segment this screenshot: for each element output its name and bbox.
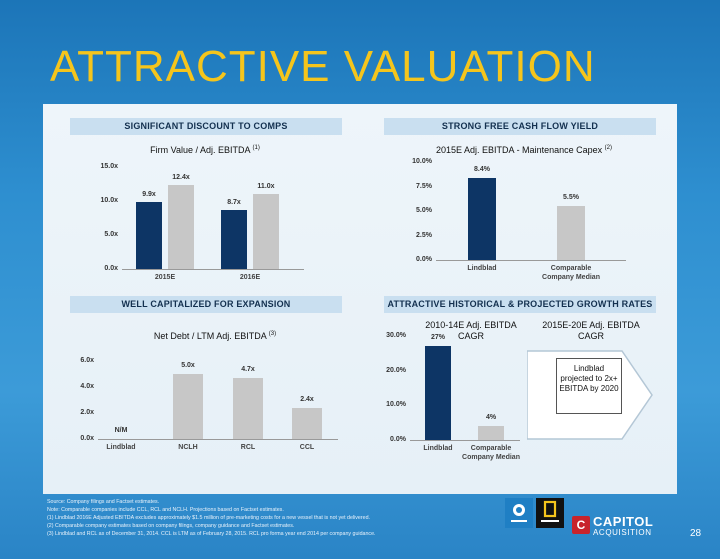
data-label: N/M [114,427,128,434]
data-label: 12.4x [172,173,190,181]
y-tick-label: 30.0% [386,332,406,339]
data-label: 11.0x [257,183,275,191]
y-tick-label: 20.0% [386,366,406,374]
bar [136,201,162,269]
footnote-1: (1) Lindblad 2016E Adjusted EBITDA exclu… [47,515,370,521]
chart1-title-text: Firm Value / Adj. EBITDA [150,145,250,155]
lindblad-logo-icon [511,504,527,522]
chart3-title-text: Net Debt / LTM Adj. EBITDA [153,331,267,341]
x-axis-line [122,269,304,270]
data-label: 2.4x [300,395,314,403]
y-tick-label: 2.0x [80,409,94,416]
nat-geo-frame-icon [541,500,559,522]
bar [173,374,203,439]
x-axis-line [98,439,338,440]
y-tick-label: 0.0% [390,436,406,443]
bar [253,194,279,269]
y-tick-label: 7.5% [416,182,432,190]
y-tick-label: 5.0% [416,207,432,214]
callout-box: Lindblad projected to 2x+ EBITDA by 2020 [556,358,622,414]
capitol-logo-line1: CAPITOL [593,514,654,529]
data-label: 4% [485,414,497,422]
y-tick-label: 0.0x [104,265,118,272]
y-tick-label: 0.0% [416,256,432,263]
y-tick-label: 4.0x [80,383,94,390]
y-tick-label: 5.0x [104,231,118,238]
section-header-growth: ATTRACTIVE HISTORICAL & PROJECTED GROWTH… [384,296,656,313]
data-label: 8.4% [474,165,490,173]
x-tick-label: Lindblad [106,444,136,451]
data-label: 5.0x [181,362,195,369]
section-header-discount: SIGNIFICANT DISCOUNT TO COMPS [70,118,342,135]
data-label: 27% [430,334,445,342]
footnote-source: Source: Company filings and Factset esti… [47,499,160,505]
page-number: 28 [690,528,702,539]
national-geographic-logo [536,498,564,528]
capitol-mark-icon: C [572,516,590,534]
section-header-capitalized: WELL CAPITALIZED FOR EXPANSION [70,296,342,313]
bar [168,184,194,269]
data-label: 4.7x [241,365,255,373]
callout-title: 2015E-20E Adj. EBITDA CAGR [542,320,640,341]
y-tick-label: 10.0% [386,401,406,409]
y-tick-label: 10.0x [100,197,118,204]
bar [468,177,496,260]
chart3-title: Net Debt / LTM Adj. EBITDA (3) [110,331,320,341]
x-tick-label: CCL [299,444,315,451]
x-tick-label: Comparable Company Median [542,265,600,281]
bar [557,206,585,260]
bar [233,377,263,439]
x-tick-label: Lindblad [467,265,497,272]
footnote-3: (3) Lindblad and RCL as of December 31, … [47,531,376,537]
data-label: 8.7x [227,198,241,206]
y-tick-label: 6.0x [80,357,94,364]
page-title: ATTRACTIVE VALUATION [50,42,596,91]
data-label: 9.9x [142,190,156,198]
bar [478,426,504,440]
footnotes: Source: Company filings and Factset esti… [47,498,487,538]
footnote-2: (2) Comparable company estimates based o… [47,523,295,529]
x-tick-label: Comparable Company Median [462,445,520,461]
chart2-title-text: 2015E Adj. EBITDA - Maintenance Capex [436,145,603,155]
section-header-fcf-yield: STRONG FREE CASH FLOW YIELD [384,118,656,135]
lindblad-logo [505,498,533,528]
chart4-title: 2010-14E Adj. EBITDA CAGR [425,320,517,341]
chart2-title-footnote: (2) [604,145,612,151]
chart1-title: Firm Value / Adj. EBITDA (1) [100,145,310,155]
bar [292,407,322,439]
footnote-note: Note: Comparable companies include CCL, … [47,507,284,513]
bar [425,346,451,440]
chart1-title-footnote: (1) [252,145,260,151]
bar [221,209,247,269]
x-tick-label: RCL [240,444,256,451]
x-tick-label: Lindblad [423,445,453,452]
chart2-title: 2015E Adj. EBITDA - Maintenance Capex (2… [404,145,644,155]
y-tick-label: 2.5% [416,231,432,239]
y-tick-label: 0.0x [80,435,94,442]
x-axis-line [410,440,520,441]
x-axis-line [436,260,626,261]
chart3-title-footnote: (3) [268,331,277,337]
x-tick-label: 2015E [154,274,176,281]
x-tick-label: NCLH [178,444,198,451]
y-tick-label: 15.0x [100,163,118,170]
y-tick-label: 10.0% [412,158,432,165]
x-tick-label: 2016E [239,274,261,281]
capitol-logo-line2: ACQUISITION [593,528,652,537]
data-label: 5.5% [563,194,579,202]
